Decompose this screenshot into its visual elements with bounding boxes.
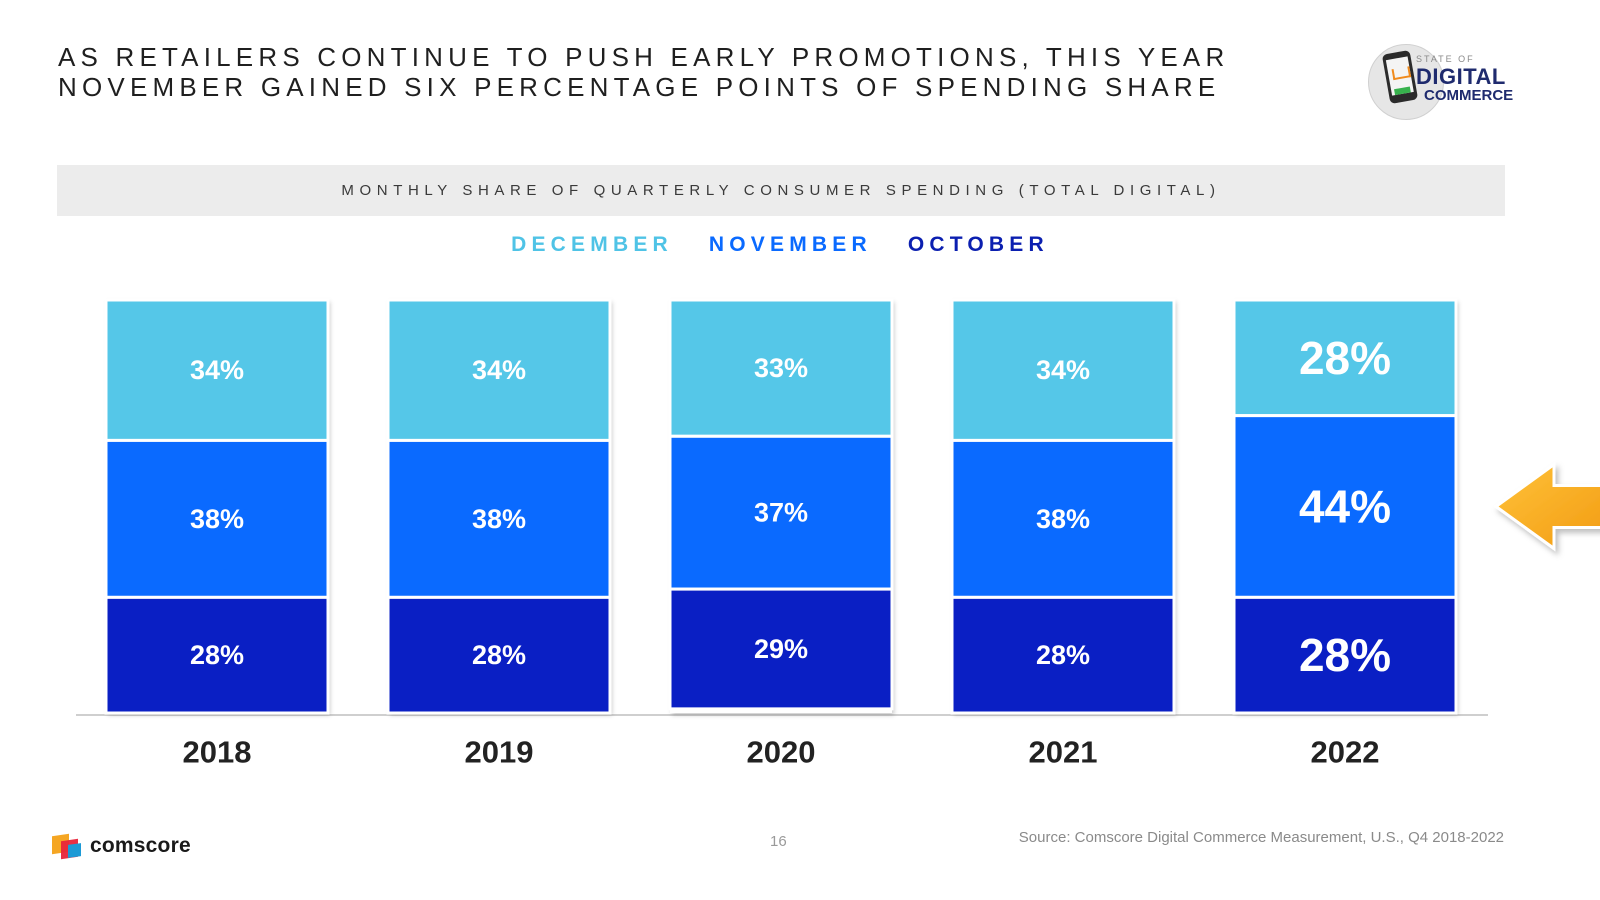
x-tick-label-2020: 2020 [747, 735, 816, 770]
bar-segment-2019-october [386, 595, 612, 715]
legend-november: NOVEMBER [708, 233, 872, 256]
slide-title-line-2: NOVEMBER GAINED SIX PERCENTAGE POINTS OF… [58, 72, 1221, 102]
data-label-2019-november: 38% [472, 504, 526, 534]
data-label-2021-december: 34% [1036, 355, 1090, 385]
logo-text-digital: DIGITAL [1416, 64, 1506, 89]
bar-stack-2019: 34% 38% 28% [386, 298, 612, 715]
bar-segment-2021-december [950, 298, 1176, 442]
data-label-2018-november: 38% [190, 504, 244, 534]
source-note: Source: Comscore Digital Commerce Measur… [1018, 829, 1504, 846]
x-tick-label-2021: 2021 [1029, 735, 1098, 770]
bar-segment-2018-december [104, 298, 330, 442]
bar-segment-2020-october [668, 587, 894, 711]
bar-segment-2022-december [1232, 298, 1458, 418]
data-label-2019-december: 34% [472, 355, 526, 385]
logo-text-commerce: COMMERCE [1424, 87, 1514, 104]
highlight-arrow-icon [1493, 461, 1600, 552]
data-label-2018-december: 34% [190, 355, 244, 385]
bar-segment-2020-december [668, 298, 894, 438]
logo-text-state-of: STATE OF [1416, 54, 1475, 64]
comscore-logo: comscore [52, 832, 202, 862]
chart-legend: DECEMBER NOVEMBER OCTOBER [0, 233, 1560, 257]
data-label-2022-december: 28% [1299, 332, 1391, 384]
bar-segment-2018-november [104, 438, 330, 599]
data-label-2022-october: 28% [1299, 629, 1391, 681]
comscore-wordmark: comscore [90, 834, 191, 857]
bar-stack-2020: 33% 37% 29% [668, 298, 894, 713]
data-label-2022-november: 44% [1299, 481, 1391, 533]
bar-segment-2021-october [950, 595, 1176, 715]
data-label-2021-october: 28% [1036, 640, 1090, 670]
bar-segment-2019-december [386, 298, 612, 442]
data-label-2018-october: 28% [190, 640, 244, 670]
x-tick-label-2022: 2022 [1311, 735, 1380, 770]
slide-title-line-1: AS RETAILERS CONTINUE TO PUSH EARLY PROM… [58, 42, 1230, 72]
bar-segment-2021-november [950, 438, 1176, 599]
bar-segment-2018-october [104, 595, 330, 715]
x-tick-label-2019: 2019 [465, 735, 534, 770]
data-label-2020-november: 37% [754, 498, 808, 528]
state-of-digital-commerce-logo: STATE OF DIGITAL COMMERCE [1368, 42, 1520, 120]
legend-december: DECEMBER [511, 233, 673, 256]
bar-stack-2022: 28% 44% 28% [1232, 298, 1458, 715]
bar-segment-2022-november [1232, 414, 1458, 599]
bar-segment-2022-october [1232, 595, 1458, 715]
data-label-2019-october: 28% [472, 640, 526, 670]
chart-subtitle: MONTHLY SHARE OF QUARTERLY CONSUMER SPEN… [57, 165, 1505, 216]
slide-title: AS RETAILERS CONTINUE TO PUSH EARLY PROM… [58, 42, 1229, 102]
bar-stack-2021: 34% 38% 28% [950, 298, 1176, 715]
x-tick-label-2018: 2018 [183, 735, 252, 770]
bar-segment-2020-november [668, 434, 894, 591]
bar-stack-2018: 34% 38% 28% [104, 298, 330, 715]
legend-october: OCTOBER [907, 233, 1049, 256]
bar-segment-2019-november [386, 438, 612, 599]
data-label-2021-november: 38% [1036, 504, 1090, 534]
page-number: 16 [770, 833, 787, 850]
data-label-2020-october: 29% [754, 634, 808, 664]
comscore-mark-blue [68, 843, 81, 858]
data-label-2020-december: 33% [754, 353, 808, 383]
